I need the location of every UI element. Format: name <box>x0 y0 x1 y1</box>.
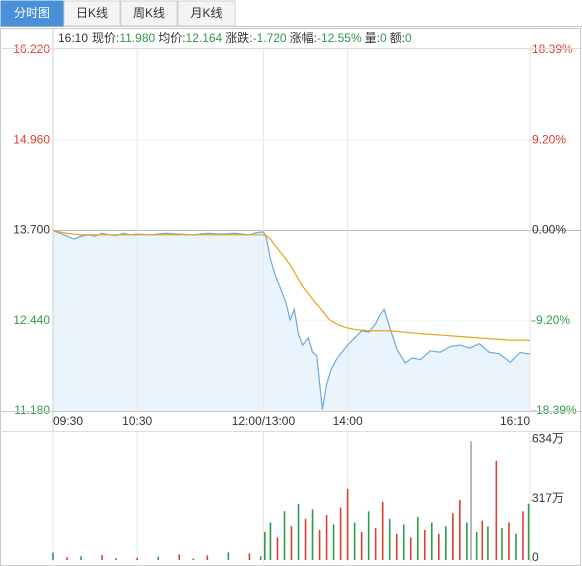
volume-bar <box>470 441 472 560</box>
tab-label[interactable]: 周K线 <box>133 6 165 20</box>
volume-bar <box>259 556 262 560</box>
volume-bar <box>157 556 160 560</box>
volume-bar <box>276 537 279 560</box>
volume-bar <box>318 530 321 560</box>
y2-tick-label: 18.39% <box>532 42 573 56</box>
quote-label: 均价: <box>158 31 185 45</box>
y-tick-label: 12.440 <box>13 313 50 327</box>
y-tick-label: 0 <box>532 550 539 564</box>
volume-bar <box>206 555 209 560</box>
tab[interactable] <box>177 0 236 27</box>
volume-bar <box>360 531 363 560</box>
volume-bar <box>459 500 461 560</box>
volume-bar <box>522 511 524 560</box>
volume-bar <box>227 552 230 560</box>
volume-bar <box>445 526 447 560</box>
quote-value: 11.980 <box>119 31 155 45</box>
volume-bar <box>452 513 454 560</box>
volume-bar <box>80 556 82 560</box>
volume-bar <box>178 554 181 560</box>
quote-label: 额: <box>390 31 405 45</box>
volume-bar <box>508 522 510 560</box>
volume-bar <box>283 511 286 560</box>
y2-tick-label: 0.00% <box>532 223 566 237</box>
quote-line-text: 16:10 现价:11.980 均价:12.164 涨跌:-1.720 涨幅:-12.5… <box>58 30 412 45</box>
volume-bar <box>339 507 342 560</box>
quote-line: 16:10 现价:11.980 均价:12.164 涨跌:-1.720 涨幅:-12.5… <box>58 30 412 45</box>
tab[interactable] <box>0 0 64 27</box>
quote-label: 现价: <box>92 31 119 45</box>
volume-bar <box>192 558 195 560</box>
x-tick-label: 12:00/13:00 <box>232 414 296 428</box>
volume-bar <box>346 488 349 560</box>
volume-bar <box>501 528 503 560</box>
volume-bar <box>423 530 426 560</box>
volume-bar <box>311 509 314 560</box>
volume-bar <box>269 522 272 560</box>
quote-value: -12.55% <box>317 31 362 45</box>
volume-bar <box>52 552 54 560</box>
volume-bar <box>481 520 484 560</box>
y-tick-label: 11.180 <box>14 403 50 417</box>
volume-bar <box>304 518 307 560</box>
tab-label[interactable]: 日K线 <box>76 6 108 20</box>
volume-bar <box>402 524 405 560</box>
volume-bar <box>136 557 138 560</box>
y2-tick-label: -9.20% <box>532 313 570 327</box>
y2-tick-label: -18.39% <box>532 403 577 417</box>
x-tick-label: 09:30 <box>53 414 83 428</box>
tab-label[interactable]: 月K线 <box>190 6 222 20</box>
volume-bar <box>101 555 103 560</box>
volume-bar <box>264 531 266 560</box>
volume-bar <box>325 515 328 560</box>
quote-label: 涨幅: <box>290 30 317 45</box>
volume-bar <box>409 537 412 560</box>
x-tick-label: 14:00 <box>333 414 363 428</box>
quote-value: 0 <box>380 31 387 45</box>
tab[interactable] <box>63 0 121 27</box>
volume-bar <box>290 526 293 560</box>
volume-bar <box>367 511 370 560</box>
quote-time: 16:10 <box>58 31 88 45</box>
volume-bar <box>374 528 377 560</box>
volume-bar <box>381 501 384 560</box>
tab-bar: 分时图 日K线 周K线 月K线 <box>0 0 236 27</box>
volume-bar <box>515 533 517 560</box>
quote-label: 量: <box>365 31 380 45</box>
volume-bar <box>353 522 356 560</box>
quote-value: 0 <box>405 31 412 45</box>
volume-bar <box>475 531 478 560</box>
y-tick-label: 13.700 <box>13 223 50 237</box>
average-line <box>52 229 531 342</box>
volume-bar <box>332 524 335 560</box>
quote-value: 12.164 <box>186 31 223 45</box>
volume-bar <box>66 557 68 560</box>
tab-label[interactable]: 分时图 <box>14 6 50 20</box>
volume-bar <box>416 516 419 560</box>
volume-bar <box>438 533 440 560</box>
volume-bar <box>487 526 489 560</box>
volume-bar <box>495 460 498 560</box>
y-tick-label: 16.220 <box>13 42 50 56</box>
x-tick-label: 10:30 <box>122 414 152 428</box>
volume-bar <box>248 553 251 560</box>
y2-tick-label: 9.20% <box>532 132 566 146</box>
y-tick-label: 14.960 <box>13 132 50 146</box>
volume-bar <box>297 503 300 560</box>
tab[interactable] <box>120 0 178 27</box>
x-tick-label: 16:10 <box>500 414 530 428</box>
volume-bar <box>115 558 117 560</box>
volume-bar <box>527 503 530 560</box>
volume-bar <box>466 522 468 560</box>
volume-bar <box>388 518 391 560</box>
volume-bar <box>395 533 398 560</box>
quote-value: -1.720 <box>253 31 287 45</box>
quote-label: 涨跌: <box>225 30 252 45</box>
y-tick-label: 317万 <box>532 491 564 505</box>
price-line <box>52 229 530 410</box>
y-tick-label: 634万 <box>532 431 564 445</box>
volume-bar <box>430 522 433 560</box>
